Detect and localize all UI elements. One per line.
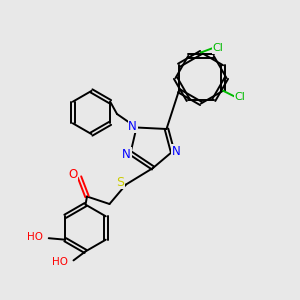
Text: Cl: Cl — [234, 92, 245, 102]
Text: HO: HO — [52, 257, 68, 267]
Text: O: O — [68, 167, 77, 181]
Text: N: N — [172, 145, 181, 158]
Text: S: S — [117, 176, 124, 189]
Text: Cl: Cl — [212, 43, 223, 53]
Text: N: N — [128, 119, 137, 133]
Text: N: N — [122, 148, 131, 161]
Text: HO: HO — [27, 232, 43, 242]
